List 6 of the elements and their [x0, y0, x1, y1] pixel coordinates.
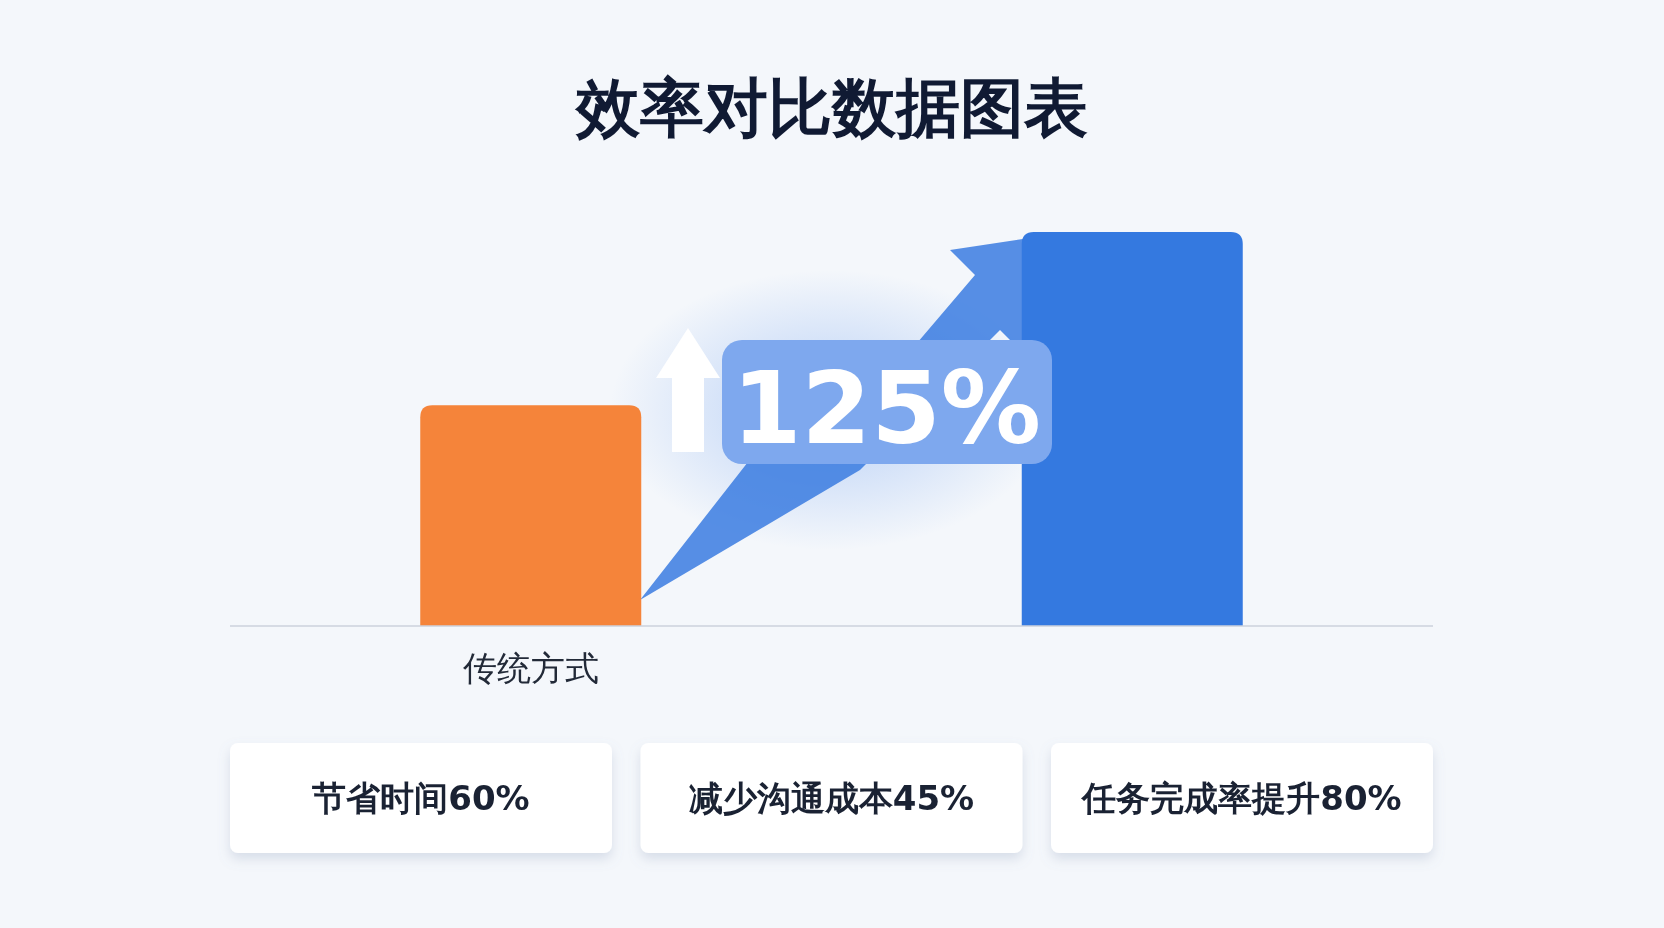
x-tick-label: 传统方式 [462, 648, 599, 688]
text: 减少沟通成本45% [688, 778, 975, 818]
annotation: 125% [732, 350, 1041, 467]
text: 任务完成率提升80% [1080, 778, 1402, 818]
text: 节省时间60% [311, 778, 530, 818]
chart-title: 效率对比数据图表 [574, 71, 1088, 145]
